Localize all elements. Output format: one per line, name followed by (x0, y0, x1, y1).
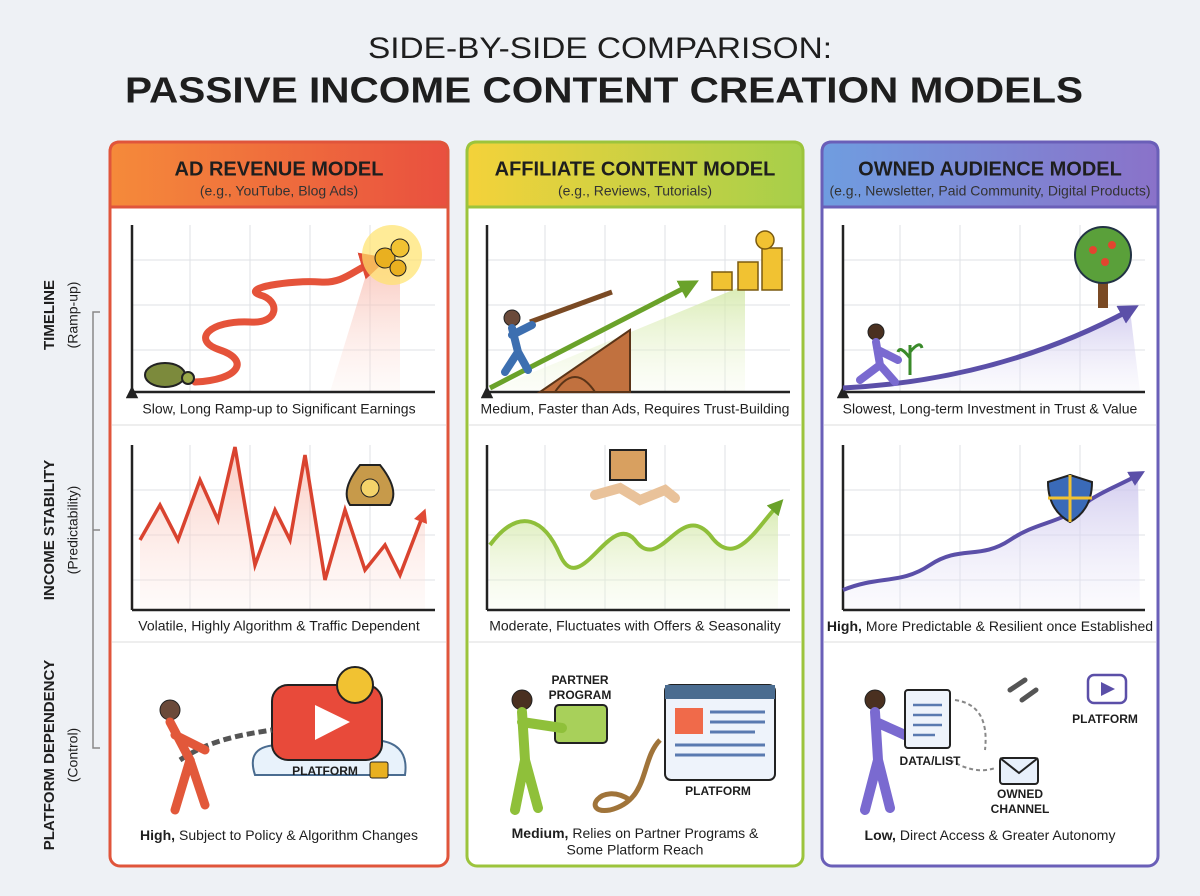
caption-text: Direct Access & Greater Autonomy (900, 827, 1116, 843)
caption: Medium, Faster than Ads, Requires Trust-… (481, 401, 790, 417)
partner-illustration (510, 684, 776, 815)
column-affiliate: AFFILIATE CONTENT MODEL (e.g., Reviews, … (465, 140, 805, 868)
column-subtitle: (e.g., Reviews, Tutorials) (558, 183, 712, 199)
caption-bold: Low, (865, 827, 896, 843)
tree (1074, 226, 1132, 308)
shield-cross (1048, 475, 1092, 522)
column-subtitle: (e.g., YouTube, Blog Ads) (200, 183, 358, 199)
row-sublabel: (Predictability) (65, 486, 81, 575)
illustration-label: PLATFORM (292, 764, 358, 778)
caption: High, More Predictable & Resilient once E… (827, 618, 1153, 634)
column-subtitle: (e.g., Newsletter, Paid Community, Digit… (829, 183, 1150, 199)
caption-text: Relies on Partner Programs & (572, 825, 759, 841)
caption: High, Subject to Policy & Algorithm Chang… (140, 827, 418, 843)
caption: Moderate, Fluctuates with Offers & Seaso… (489, 618, 781, 634)
platform-illustration (159, 666, 407, 815)
gardener (856, 323, 924, 386)
title-line1: SIDE-BY-SIDE COMPARISON: (368, 32, 832, 65)
axes (130, 445, 435, 612)
caption: Slowest, Long-term Investment in Trust &… (843, 401, 1138, 417)
column-ad-revenue: AD REVENUE MODEL (e.g., YouTube, Blog Ad… (108, 140, 450, 868)
column-title: OWNED AUDIENCE MODEL (858, 158, 1122, 180)
row-label: PLATFORM DEPENDENCY (41, 660, 58, 851)
illustration-label: PROGRAM (549, 688, 612, 702)
axes (132, 225, 435, 392)
caption-text: Subject to Policy & Algorithm Changes (179, 827, 418, 843)
caption: Medium, Relies on Partner Programs & (512, 825, 759, 841)
caption-bold: High, (827, 618, 862, 634)
column-owned-audience: OWNED AUDIENCE MODEL (e.g., Newsletter, … (820, 140, 1160, 868)
column-header (820, 140, 1160, 209)
axes (841, 445, 1145, 612)
coin-burst (362, 225, 422, 285)
illustration-label: PLATFORM (685, 784, 751, 798)
ramp-curve (191, 252, 389, 386)
area (843, 310, 1140, 392)
axes (843, 225, 1145, 392)
caption: Low, Direct Access & Greater Autonomy (865, 827, 1116, 843)
row-sublabel: (Ramp-up) (65, 282, 81, 349)
coin-stacks (711, 230, 783, 291)
handshake (590, 449, 680, 506)
stable-line (842, 471, 1145, 592)
worker (501, 309, 536, 376)
caption: Volatile, Highly Algorithm & Traffic Dep… (138, 618, 420, 634)
row-label: TIMELINE (41, 280, 58, 350)
row-sublabel: (Control) (65, 728, 81, 782)
ramp-line (488, 280, 699, 391)
column-title: AFFILIATE CONTENT MODEL (495, 158, 776, 180)
illustration-label: PARTNER (551, 673, 608, 687)
caption: Some Platform Reach (567, 842, 704, 858)
illustration-label: PLATFORM (1072, 712, 1138, 726)
area (843, 475, 1140, 610)
caption-bold: Medium, (512, 825, 569, 841)
money-bag (345, 464, 395, 506)
illustration-label: DATA/LIST (900, 754, 962, 768)
turtle (144, 362, 195, 388)
title-line2: PASSIVE INCOME CONTENT CREATION MODELS (125, 70, 1083, 111)
volatile-line (138, 446, 428, 581)
row-label: INCOME STABILITY (41, 460, 58, 601)
wave-line (488, 499, 784, 570)
owned-illustration (860, 673, 1128, 815)
column-header (465, 140, 805, 209)
growth-curve (842, 305, 1139, 391)
caption-text: More Predictable & Resilient once Establ… (866, 618, 1153, 634)
bridge (536, 328, 631, 393)
ladder (529, 289, 613, 325)
caption: Slow, Long Ramp-up to Significant Earnin… (142, 401, 415, 417)
illustration-label: CHANNEL (991, 802, 1050, 816)
row-labels: TIMELINE (Ramp-up) INCOME STABILITY (Pre… (41, 280, 100, 850)
caption-bold: High, (140, 827, 175, 843)
area (330, 262, 400, 392)
axes (485, 445, 790, 612)
illustration-label: OWNED (997, 787, 1043, 801)
bracket (92, 311, 100, 749)
axes (487, 225, 790, 392)
column-title: AD REVENUE MODEL (175, 158, 384, 180)
column-header (108, 140, 450, 209)
